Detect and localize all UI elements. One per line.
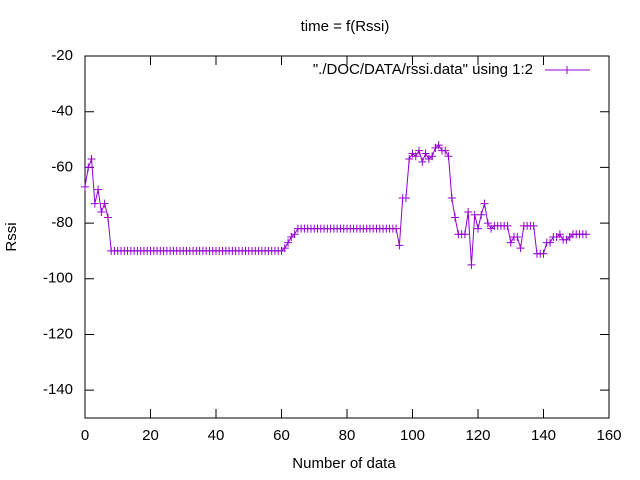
point-marker: [460, 230, 469, 239]
point-marker: [503, 221, 512, 230]
point-marker: [392, 224, 401, 233]
y-tick-label: -80: [51, 214, 73, 231]
point-marker: [81, 182, 89, 191]
legend-label: "./DOC/DATA/rssi.data" using 1:2: [313, 61, 533, 78]
point-marker: [405, 155, 414, 164]
point-marker: [506, 238, 515, 247]
x-tick-label: 80: [339, 427, 356, 444]
legend-line: [545, 66, 590, 74]
y-axis-label: Rssi: [3, 222, 20, 251]
x-axis-label: Number of data: [292, 455, 396, 472]
point-marker: [418, 157, 427, 166]
point-marker: [529, 221, 538, 230]
point-marker: [539, 249, 548, 258]
y-tick-label: -120: [43, 325, 73, 342]
x-tick-label: 120: [465, 427, 490, 444]
point-marker: [480, 199, 489, 208]
point-marker: [97, 207, 106, 216]
y-tick-label: -40: [51, 103, 73, 120]
y-tick-label: -100: [43, 270, 73, 287]
point-marker: [94, 185, 103, 194]
point-marker: [87, 155, 96, 164]
point-marker: [582, 230, 591, 239]
point-marker: [284, 238, 293, 247]
point-marker: [467, 260, 476, 269]
x-tick-label: 0: [81, 427, 89, 444]
point-marker: [441, 146, 450, 155]
y-tick-label: -140: [43, 381, 73, 398]
point-marker: [415, 146, 424, 155]
point-marker: [451, 213, 460, 222]
point-marker: [84, 163, 93, 172]
point-marker: [290, 230, 299, 239]
x-tick-label: 40: [208, 427, 225, 444]
point-marker: [464, 207, 473, 216]
point-marker: [516, 244, 525, 253]
point-marker: [280, 244, 289, 253]
point-marker: [100, 199, 109, 208]
point-marker: [555, 230, 564, 239]
x-tick-label: 100: [400, 427, 425, 444]
point-marker: [401, 194, 410, 203]
y-tick-label: -20: [51, 47, 73, 64]
point-marker: [513, 233, 522, 241]
point-marker: [411, 152, 420, 161]
x-tick-label: 20: [142, 427, 159, 444]
point-marker: [546, 238, 555, 247]
point-marker: [421, 149, 430, 158]
chart-title: time = f(Rssi): [301, 18, 390, 35]
y-tick-label: -60: [51, 158, 73, 175]
point-marker: [447, 194, 456, 203]
point-marker: [395, 241, 404, 250]
point-marker: [474, 224, 482, 233]
point-marker: [444, 152, 453, 161]
point-marker: [477, 210, 486, 219]
x-tick-label: 140: [531, 427, 556, 444]
point-marker: [428, 152, 437, 161]
point-marker: [434, 141, 443, 150]
x-tick-label: 60: [273, 427, 290, 444]
point-marker: [90, 199, 99, 208]
x-tick-label: 160: [596, 427, 621, 444]
point-marker: [103, 213, 112, 222]
point-marker: [483, 219, 492, 228]
